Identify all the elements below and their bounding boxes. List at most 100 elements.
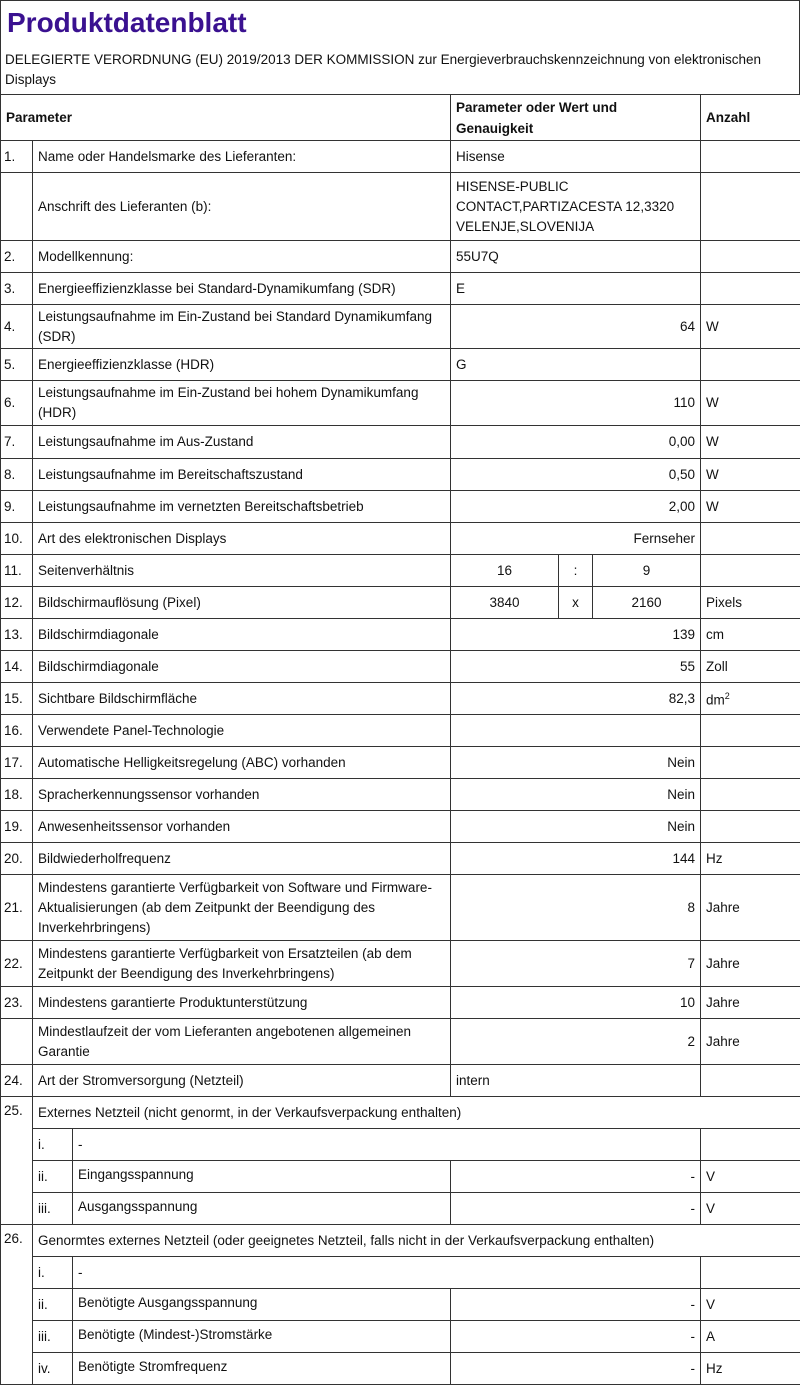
unit: Jahre bbox=[701, 941, 800, 987]
parameter-label: Verwendete Panel-Technologie bbox=[33, 715, 451, 747]
sub-row: i.- bbox=[1, 1257, 800, 1289]
header-unit: Anzahl bbox=[701, 95, 800, 141]
row-number: 25. bbox=[1, 1097, 33, 1225]
table-row: 21.Mindestens garantierte Verfügbarkeit … bbox=[1, 875, 800, 941]
parameter-label: Name oder Handelsmarke des Lieferanten: bbox=[33, 141, 451, 173]
row-number: 24. bbox=[1, 1065, 33, 1097]
parameter-label: Art der Stromversorgung (Netzteil) bbox=[33, 1065, 451, 1097]
unit: V bbox=[701, 1161, 800, 1193]
row-number: 14. bbox=[1, 651, 33, 683]
parameter-label: Modellkennung: bbox=[33, 241, 451, 273]
unit-text: W bbox=[706, 499, 719, 514]
sub-row: ii.Benötigte Ausgangsspannung-V bbox=[1, 1289, 800, 1321]
sub-number: ii. bbox=[33, 1161, 73, 1193]
header-value: Parameter oder Wert und Genauigkeit bbox=[451, 95, 701, 141]
parameter-value: 10 bbox=[451, 987, 701, 1019]
unit: Zoll bbox=[701, 651, 800, 683]
row-number: 16. bbox=[1, 715, 33, 747]
parameter-value: 144 bbox=[451, 843, 701, 875]
parameter-value: 0,00 bbox=[451, 426, 701, 459]
row-number bbox=[1, 173, 33, 241]
unit-text: Pixels bbox=[706, 595, 742, 610]
parameter-label: Bildwiederholfrequenz bbox=[33, 843, 451, 875]
unit-superscript: 2 bbox=[725, 691, 730, 701]
unit bbox=[701, 779, 800, 811]
row-number: 19. bbox=[1, 811, 33, 843]
parameter-value: HISENSE-PUBLIC CONTACT,PARTIZACESTA 12,3… bbox=[451, 173, 701, 241]
parameter-label: Automatische Helligkeitsregelung (ABC) v… bbox=[33, 747, 451, 779]
unit bbox=[701, 241, 800, 273]
unit-text: Jahre bbox=[706, 956, 740, 971]
parameter-label: Anschrift des Lieferanten (b): bbox=[33, 173, 451, 241]
sub-value: - bbox=[451, 1321, 701, 1353]
row-number: 6. bbox=[1, 381, 33, 426]
unit bbox=[701, 173, 800, 241]
value-separator: x bbox=[559, 587, 593, 619]
table-row: Anschrift des Lieferanten (b):HISENSE-PU… bbox=[1, 173, 800, 241]
unit: cm bbox=[701, 619, 800, 651]
row-number: 3. bbox=[1, 273, 33, 305]
row-number: 10. bbox=[1, 523, 33, 555]
parameter-label: Anwesenheitssensor vorhanden bbox=[33, 811, 451, 843]
unit-text: Zoll bbox=[706, 659, 728, 674]
sub-number: iii. bbox=[33, 1321, 73, 1353]
parameter-label: Mindestens garantierte Verfügbarkeit von… bbox=[33, 941, 451, 987]
unit bbox=[701, 811, 800, 843]
sub-label: - bbox=[73, 1129, 701, 1161]
table-row: 3.Energieeffizienzklasse bei Standard-Dy… bbox=[1, 273, 800, 305]
unit: W bbox=[701, 381, 800, 426]
parameter-value bbox=[451, 715, 701, 747]
unit bbox=[701, 747, 800, 779]
group-label: Externes Netzteil (nicht genormt, in der… bbox=[33, 1097, 800, 1129]
sub-number: i. bbox=[33, 1257, 73, 1289]
unit-text: Jahre bbox=[706, 995, 740, 1010]
parameter-value: 55 bbox=[451, 651, 701, 683]
unit bbox=[701, 273, 800, 305]
unit: V bbox=[701, 1289, 800, 1321]
parameter-label: Energieeffizienzklasse bei Standard-Dyna… bbox=[33, 273, 451, 305]
parameter-value: G bbox=[451, 349, 701, 381]
parameter-label: Bildschirmauflösung (Pixel) bbox=[33, 587, 451, 619]
unit-text: cm bbox=[706, 627, 724, 642]
unit-text: W bbox=[706, 434, 719, 449]
unit-text: dm bbox=[706, 693, 725, 708]
parameter-value: Nein bbox=[451, 779, 701, 811]
unit-text: Jahre bbox=[706, 1034, 740, 1049]
unit: W bbox=[701, 305, 800, 349]
parameter-value: 0,50 bbox=[451, 459, 701, 491]
parameter-label: Bildschirmdiagonale bbox=[33, 651, 451, 683]
table-row: 6. Leistungsaufnahme im Ein-Zustand bei … bbox=[1, 381, 800, 426]
regulation-subtitle: DELEGIERTE VERORDNUNG (EU) 2019/2013 DER… bbox=[0, 44, 800, 94]
parameter-label: Energieeffizienzklasse (HDR) bbox=[33, 349, 451, 381]
row-number: 15. bbox=[1, 683, 33, 715]
row-number: 20. bbox=[1, 843, 33, 875]
row-number: 4. bbox=[1, 305, 33, 349]
unit bbox=[701, 141, 800, 173]
row-number bbox=[1, 1019, 33, 1065]
unit bbox=[701, 1065, 800, 1097]
parameter-label: Spracherkennungssensor vorhanden bbox=[33, 779, 451, 811]
parameter-label: Sichtbare Bildschirmfläche bbox=[33, 683, 451, 715]
table-row: 1.Name oder Handelsmarke des Lieferanten… bbox=[1, 141, 800, 173]
parameter-value: 8 bbox=[451, 875, 701, 941]
parameter-value: 110 bbox=[451, 381, 701, 426]
unit: W bbox=[701, 426, 800, 459]
table-row: 23. Mindestens garantierte Produktunters… bbox=[1, 987, 800, 1019]
sub-label: Benötigte Stromfrequenz bbox=[73, 1353, 451, 1385]
sub-row: i.- bbox=[1, 1129, 800, 1161]
unit: Jahre bbox=[701, 875, 800, 941]
unit-text: W bbox=[706, 467, 719, 482]
sub-row: iii.Ausgangsspannung-V bbox=[1, 1193, 800, 1225]
parameter-label: Mindestlaufzeit der vom Lieferanten ange… bbox=[33, 1019, 451, 1065]
unit: Hz bbox=[701, 1353, 800, 1385]
group-row: 25.Externes Netzteil (nicht genormt, in … bbox=[1, 1097, 800, 1129]
parameter-label: Leistungsaufnahme im Bereitschaftszustan… bbox=[33, 459, 451, 491]
row-number: 17. bbox=[1, 747, 33, 779]
sub-label: Eingangsspannung bbox=[73, 1161, 451, 1193]
row-number: 18. bbox=[1, 779, 33, 811]
